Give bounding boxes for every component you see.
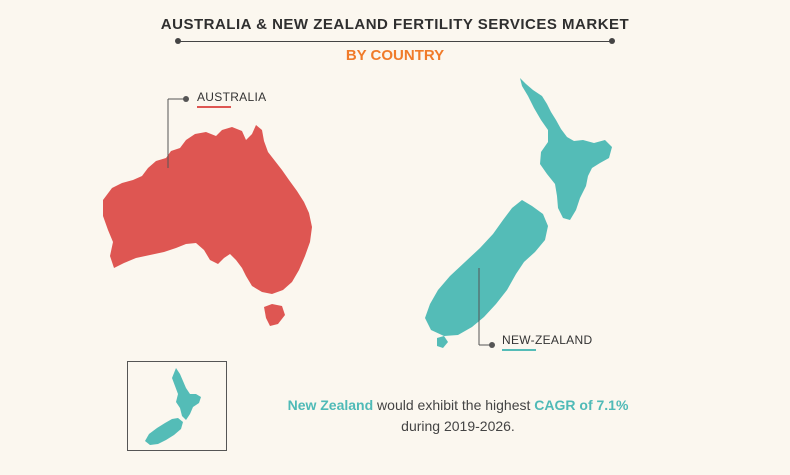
australia-shape[interactable]	[103, 125, 312, 294]
inset-map-new-zealand[interactable]	[127, 361, 227, 451]
stewart-island-shape[interactable]	[437, 336, 448, 348]
inset-south-island-shape	[145, 418, 183, 445]
new-zealand-label: NEW-ZEALAND	[502, 333, 593, 347]
highlight-country: New Zealand	[287, 397, 374, 413]
inset-map-canvas	[145, 368, 201, 445]
australia-label-underline	[197, 106, 231, 108]
new-zealand-south-island-shape[interactable]	[425, 200, 548, 336]
page-title: AUSTRALIA & NEW ZEALAND FERTILITY SERVIC…	[160, 16, 630, 33]
title-divider	[178, 41, 612, 42]
highlight-period: during 2019-2026.	[401, 418, 515, 434]
divider-left-dot	[175, 38, 181, 44]
new-zealand-label-underline	[502, 349, 536, 351]
tasmania-shape[interactable]	[264, 304, 285, 326]
highlight-note: New Zealand would exhibit the highest CA…	[258, 395, 658, 437]
highlight-cagr: CAGR of 7.1%	[534, 397, 629, 413]
new-zealand-north-island-shape[interactable]	[520, 78, 612, 220]
highlight-text: would exhibit the highest	[373, 397, 535, 413]
page-subtitle: BY COUNTRY	[345, 47, 445, 64]
divider-right-dot	[609, 38, 615, 44]
inset-north-island-shape	[172, 368, 201, 420]
australia-leader-dot	[183, 96, 189, 102]
australia-label: AUSTRALIA	[197, 90, 267, 104]
new-zealand-leader-dot	[489, 342, 495, 348]
